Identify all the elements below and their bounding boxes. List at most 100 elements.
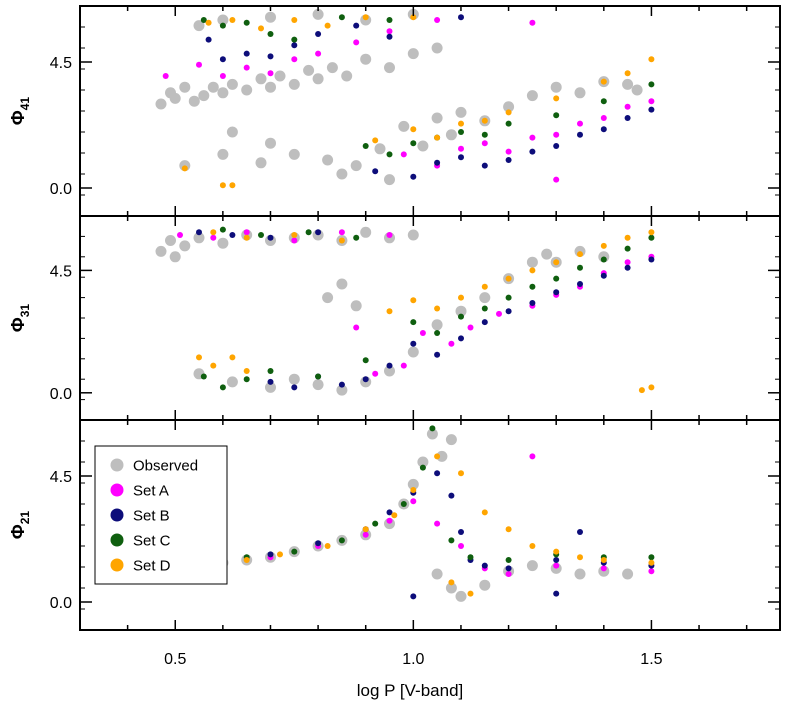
data-point (481, 319, 488, 326)
data-point (600, 565, 607, 572)
y-tick-label: 4.5 (50, 469, 72, 486)
x-axis-label: log P [V-band] (357, 681, 464, 700)
data-point (577, 281, 583, 287)
data-point (458, 145, 464, 152)
data-point (291, 384, 298, 391)
data-point (384, 62, 395, 74)
y-axis-label-main: Φ (8, 524, 28, 539)
data-point (458, 129, 464, 135)
data-point (267, 234, 274, 241)
data-point (417, 456, 429, 468)
data-point (350, 300, 362, 312)
data-point (398, 120, 410, 132)
data-point (338, 14, 345, 21)
data-point (410, 498, 417, 505)
legend-marker (110, 533, 124, 547)
data-point (505, 565, 512, 572)
data-point (386, 232, 393, 238)
legend-label: Set B (133, 508, 170, 525)
data-point (553, 557, 560, 563)
data-point (481, 162, 488, 169)
data-point (372, 137, 379, 144)
data-point (526, 560, 538, 572)
data-point (648, 568, 655, 575)
data-point (448, 579, 455, 586)
data-point (410, 487, 417, 493)
data-point (336, 168, 348, 180)
legend-label: Observed (133, 458, 198, 475)
data-point (431, 112, 443, 124)
series-set-c (200, 226, 655, 391)
legend-label: Set A (133, 483, 169, 500)
data-point (553, 112, 560, 119)
data-point (434, 159, 441, 166)
data-point (267, 31, 274, 37)
data-point (193, 20, 205, 32)
data-point (291, 17, 298, 23)
data-point (458, 543, 464, 549)
data-point (226, 78, 238, 90)
data-point (600, 126, 607, 133)
data-point (265, 11, 276, 23)
data-point (288, 78, 300, 90)
data-point (336, 278, 348, 290)
y-tick-label: 4.5 (50, 263, 72, 280)
data-point (458, 313, 464, 320)
data-point (550, 81, 562, 93)
data-point (374, 143, 386, 155)
data-point (458, 335, 464, 342)
data-point (243, 229, 250, 236)
data-point (219, 226, 226, 233)
series-set-d (196, 229, 655, 394)
data-point (529, 453, 536, 460)
data-point (505, 275, 512, 282)
data-point (400, 501, 407, 507)
data-point (267, 368, 274, 374)
y-tick-label: 0.0 (50, 595, 72, 612)
data-point (315, 540, 322, 547)
data-point (265, 81, 276, 93)
data-point (481, 117, 488, 124)
data-point (338, 381, 345, 388)
data-point (410, 593, 417, 600)
data-point (467, 324, 474, 331)
data-point (505, 571, 512, 577)
data-point (391, 512, 398, 519)
data-point (386, 17, 393, 23)
data-point (410, 319, 417, 326)
y-tick-label: 0.0 (50, 181, 72, 198)
data-point (529, 543, 536, 549)
data-point (553, 95, 560, 102)
data-point (386, 517, 393, 524)
data-point (434, 17, 441, 23)
data-point (243, 19, 250, 26)
data-point (386, 151, 393, 158)
data-point (274, 70, 286, 82)
data-point (505, 148, 512, 155)
data-point (505, 308, 512, 315)
data-point (386, 509, 393, 516)
y-axis-label: Φ31 (8, 304, 32, 332)
data-point (229, 354, 236, 361)
data-point (219, 22, 226, 29)
data-point (407, 48, 419, 60)
data-point (410, 14, 417, 21)
data-point (326, 62, 338, 74)
y-axis-label: Φ21 (8, 511, 32, 539)
data-point (577, 120, 583, 127)
data-point (362, 531, 369, 538)
data-point (553, 131, 560, 138)
data-point (479, 292, 491, 304)
data-point (553, 590, 560, 597)
data-point (324, 22, 331, 29)
data-point (434, 453, 441, 460)
legend-marker (110, 483, 124, 497)
data-point (372, 168, 379, 175)
data-point (600, 115, 607, 121)
data-point (198, 90, 210, 102)
data-point (400, 151, 407, 158)
data-point (207, 81, 219, 93)
data-point (600, 256, 607, 263)
data-point (288, 148, 300, 160)
data-point (648, 554, 655, 561)
